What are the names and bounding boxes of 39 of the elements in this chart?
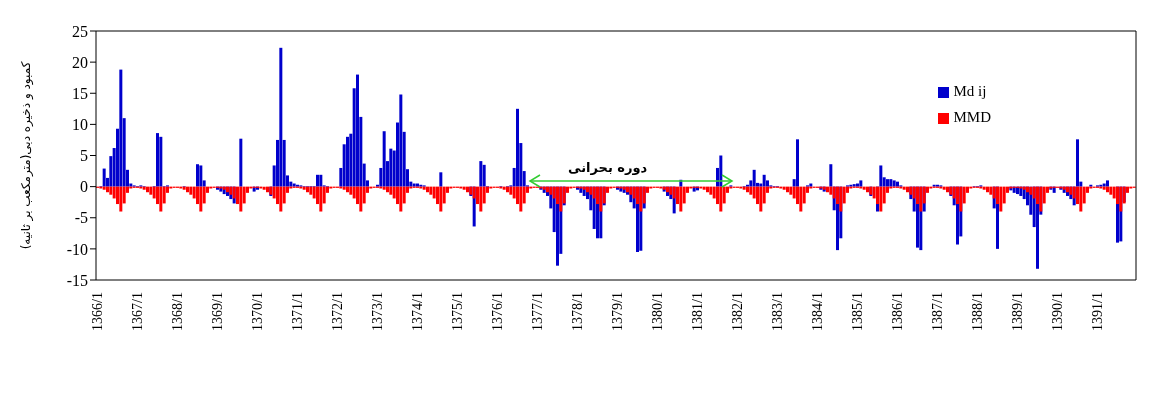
y-axis-title: کمبود و ذخیره دبی(مترمکعب بر ثانیه) (19, 61, 35, 250)
x-tick-label: 1379/1 (610, 292, 626, 331)
x-tick-label: 1391/1 (1090, 292, 1106, 331)
x-tick-label: 1372/1 (330, 292, 346, 331)
x-tick-label: 1374/1 (410, 292, 426, 331)
legend-label: Md ij (953, 83, 987, 99)
x-tick-label: 1370/1 (250, 292, 266, 331)
x-tick-label: 1375/1 (450, 292, 466, 331)
x-tick-label: 1367/1 (130, 292, 146, 331)
y-tick-label: -10 (66, 240, 88, 258)
x-tick-label: 1389/1 (1010, 292, 1026, 331)
x-tick-label: 1373/1 (370, 292, 386, 331)
y-tick-label: 15 (72, 84, 88, 102)
x-tick-label: 1384/1 (810, 292, 826, 331)
x-tick-label: 1377/1 (530, 292, 546, 331)
x-tick-label: 1366/1 (90, 292, 106, 331)
x-tick-label: 1368/1 (170, 292, 186, 331)
x-tick-label: 1371/1 (290, 292, 306, 331)
x-tick-label: 1388/1 (970, 292, 986, 331)
x-tick-label: 1376/1 (490, 292, 506, 331)
x-tick-label: 1387/1 (930, 292, 946, 331)
x-tick-label: 1378/1 (570, 292, 586, 331)
x-tick-label: 1386/1 (890, 292, 906, 331)
y-tick-label: 10 (72, 116, 88, 134)
x-tick-label: 1369/1 (210, 292, 226, 331)
x-tick-label: 1382/1 (730, 292, 746, 331)
x-tick-label: 1381/1 (690, 292, 706, 331)
y-tick-label: -15 (66, 271, 88, 289)
x-tick-label: 1385/1 (850, 292, 866, 331)
legend-label: MMD (953, 109, 991, 125)
x-tick-label: 1390/1 (1050, 292, 1066, 331)
y-tick-label: 20 (72, 53, 88, 71)
y-tick-label: 25 (72, 22, 88, 40)
y-tick-label: 0 (80, 178, 88, 196)
y-tick-label: 5 (80, 147, 88, 165)
x-tick-label: 1380/1 (650, 292, 666, 331)
annotation: دوره بحرانی (568, 160, 648, 175)
y-tick-label: -5 (74, 209, 88, 227)
x-tick-label: 1383/1 (770, 292, 786, 331)
